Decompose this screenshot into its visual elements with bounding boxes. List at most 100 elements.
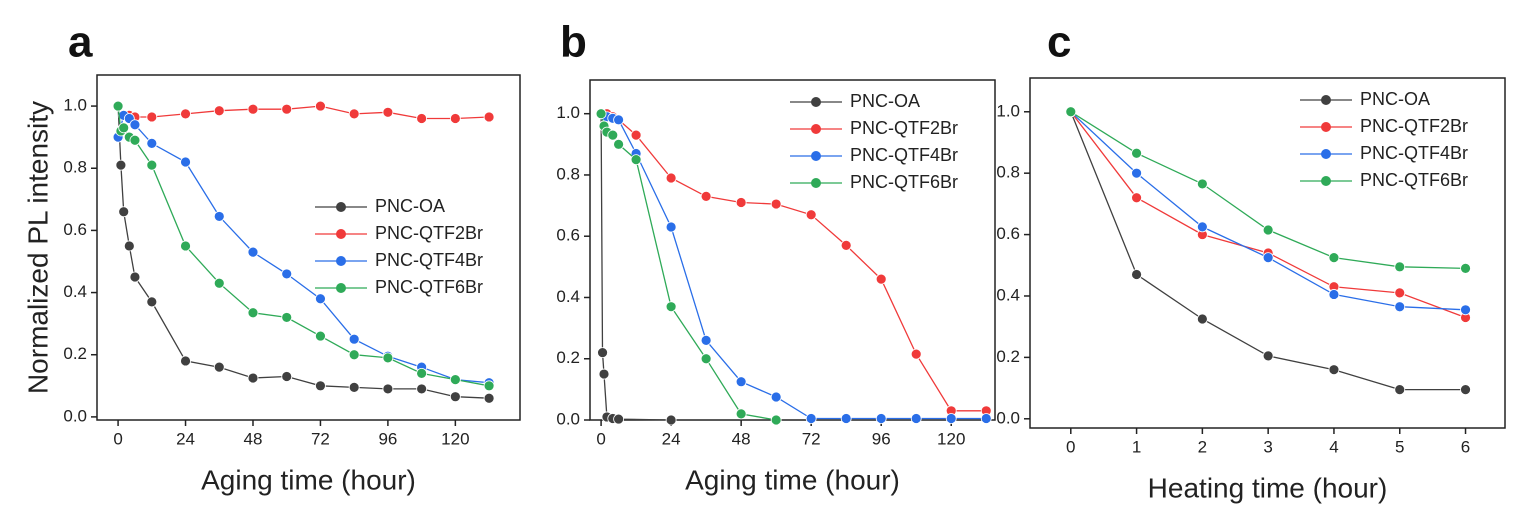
legend-label: PNC-QTF4Br — [375, 250, 483, 270]
data-point — [247, 246, 259, 258]
series-line — [117, 106, 490, 399]
data-point — [483, 392, 495, 404]
legend-label: PNC-QTF4Br — [850, 145, 958, 165]
series-line — [117, 105, 490, 120]
data-point — [281, 371, 293, 382]
data-point — [665, 301, 677, 313]
data-point — [129, 271, 141, 283]
data-point — [213, 211, 225, 222]
data-point — [1262, 252, 1274, 264]
y-tick-label: 0.8 — [556, 164, 580, 183]
x-tick-label: 96 — [872, 429, 891, 448]
legend-marker — [1321, 149, 1331, 159]
y-tick-label: 0.0 — [996, 408, 1020, 427]
y-tick-label: 1.0 — [556, 103, 580, 122]
x-tick-label: 48 — [732, 429, 751, 448]
data-point — [613, 114, 624, 126]
data-point — [348, 349, 360, 361]
panel-label: c — [1047, 18, 1071, 67]
data-point — [735, 197, 747, 208]
data-point — [180, 156, 191, 168]
legend-label: PNC-QTF6Br — [1360, 170, 1468, 190]
data-point — [613, 413, 624, 425]
data-point — [1196, 221, 1208, 233]
data-point — [665, 172, 677, 184]
data-point — [665, 414, 677, 426]
data-point — [630, 129, 642, 141]
y-tick-label: 0.8 — [996, 163, 1020, 182]
x-tick-label: 96 — [378, 429, 397, 448]
data-point — [1394, 301, 1406, 313]
x-tick-label: 0 — [596, 429, 605, 448]
y-tick-label: 0.2 — [556, 348, 580, 367]
x-axis-title: Heating time (hour) — [1148, 472, 1388, 503]
data-point — [281, 103, 293, 115]
data-point — [449, 391, 461, 403]
y-tick-label: 1.0 — [996, 101, 1020, 120]
y-tick-label: 0.6 — [556, 226, 580, 245]
data-point — [118, 206, 130, 218]
data-point — [146, 137, 158, 149]
data-point — [598, 368, 610, 380]
data-point — [115, 159, 127, 171]
y-tick-label: 0.4 — [556, 287, 580, 306]
data-point — [1394, 261, 1406, 273]
data-point — [180, 108, 191, 120]
data-point — [1262, 224, 1274, 236]
data-point — [247, 372, 259, 384]
y-tick-label: 0.2 — [996, 347, 1020, 366]
data-point — [910, 348, 922, 360]
legend-marker — [811, 151, 821, 161]
x-tick-label: 5 — [1395, 437, 1404, 456]
x-axis-title: Aging time (hour) — [201, 464, 416, 495]
x-tick-label: 0 — [1066, 437, 1075, 456]
data-point — [735, 408, 747, 420]
data-point — [1328, 364, 1340, 376]
data-point — [112, 100, 124, 112]
data-point — [146, 159, 158, 171]
data-point — [980, 413, 992, 424]
legend-marker — [1321, 122, 1331, 132]
data-point — [483, 380, 495, 392]
data-point — [700, 353, 712, 365]
legend-marker — [1321, 176, 1331, 186]
legend-label: PNC-OA — [375, 196, 445, 216]
legend-marker — [336, 256, 346, 266]
x-tick-label: 1 — [1132, 437, 1141, 456]
legend-marker — [811, 178, 821, 188]
data-point — [1262, 350, 1274, 362]
data-point — [700, 334, 712, 346]
data-point — [348, 333, 360, 345]
legend-label: PNC-QTF2Br — [1360, 116, 1468, 136]
data-point — [805, 209, 817, 221]
legend-label: PNC-QTF6Br — [375, 277, 483, 297]
x-tick-label: 120 — [441, 429, 469, 448]
data-point — [945, 413, 957, 424]
data-point — [146, 111, 158, 123]
data-point — [805, 413, 817, 424]
data-point — [840, 413, 852, 424]
data-point — [382, 106, 394, 118]
data-point — [700, 190, 712, 202]
data-point — [449, 113, 461, 124]
data-point — [1131, 147, 1142, 159]
data-point — [281, 312, 293, 323]
data-point — [1394, 287, 1406, 299]
data-point — [630, 154, 642, 166]
data-point — [118, 122, 130, 134]
y-tick-label: 0.0 — [63, 406, 87, 425]
y-axis-title: Normalized PL intensity — [22, 101, 53, 394]
y-tick-label: 0.6 — [63, 220, 87, 239]
y-tick-label: 1.0 — [63, 96, 87, 115]
legend-label: PNC-OA — [850, 91, 920, 111]
data-point — [180, 355, 191, 367]
x-tick-label: 4 — [1329, 437, 1338, 456]
legend-label: PNC-QTF4Br — [1360, 143, 1468, 163]
data-point — [129, 119, 141, 131]
y-tick-label: 0.4 — [63, 282, 87, 301]
data-point — [180, 240, 191, 252]
series-line — [117, 106, 490, 387]
data-point — [597, 347, 608, 359]
x-tick-label: 3 — [1263, 437, 1272, 456]
